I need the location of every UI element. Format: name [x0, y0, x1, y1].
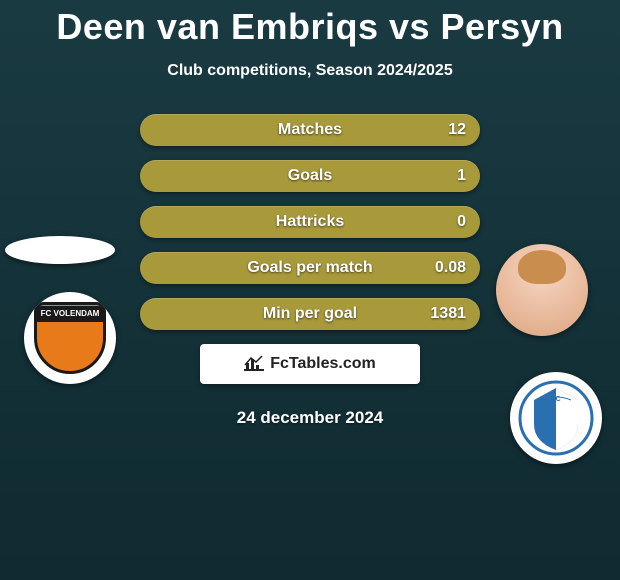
stat-value-right: 1 [457, 167, 466, 185]
player-left-avatar [5, 236, 115, 264]
club-left-badge: FC VOLENDAM [24, 292, 116, 384]
page-title: Deen van Embriqs vs Persyn [0, 0, 620, 48]
stat-bars: Matches 12 Goals 1 Hattricks 0 Goals per match… [140, 114, 480, 330]
player-right-avatar [496, 244, 588, 336]
stat-row: Goals 1 [140, 160, 480, 192]
attribution-text: FcTables.com [270, 355, 376, 373]
attribution-badge: FcTables.com [200, 344, 420, 384]
stat-row: Min per goal 1381 [140, 298, 480, 330]
comparison-panel: FC VOLENDAM FC Matches 12 Goals 1 Hattricks 0… [0, 114, 620, 428]
page-subtitle: Club competitions, Season 2024/2025 [0, 62, 620, 80]
club-left-badge-text: FC VOLENDAM [34, 306, 106, 322]
club-right-badge: FC [510, 372, 602, 464]
stat-value-right: 0 [457, 213, 466, 231]
stat-value-right: 12 [448, 121, 466, 139]
stat-label: Goals per match [247, 259, 372, 277]
stat-value-right: 0.08 [435, 259, 466, 277]
chart-icon [244, 355, 264, 373]
stat-label: Hattricks [276, 213, 344, 231]
stat-label: Goals [288, 167, 332, 185]
stat-row: Goals per match 0.08 [140, 252, 480, 284]
stat-value-right: 1381 [430, 305, 466, 323]
stat-row: Hattricks 0 [140, 206, 480, 238]
stat-label: Matches [278, 121, 342, 139]
svg-text:FC: FC [551, 396, 560, 403]
stat-label: Min per goal [263, 305, 357, 323]
club-right-badge-svg: FC [518, 380, 594, 456]
stat-row: Matches 12 [140, 114, 480, 146]
